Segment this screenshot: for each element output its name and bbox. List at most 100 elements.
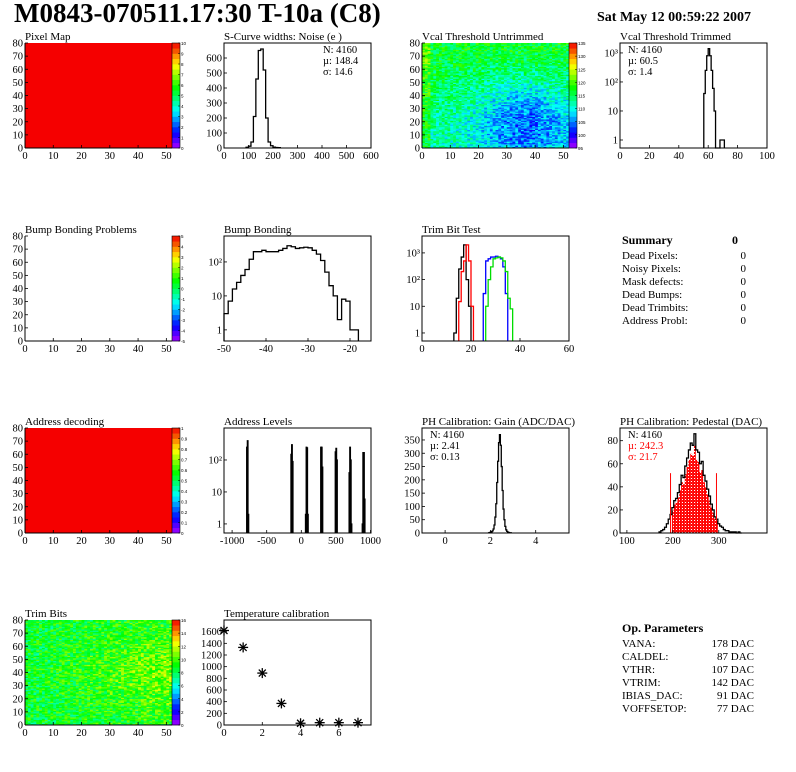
heatmap-cell <box>492 44 496 46</box>
heatmap-cell <box>503 98 508 100</box>
heatmap-cell <box>532 69 536 71</box>
heatmap-cell <box>455 88 460 91</box>
heatmap-cell <box>484 107 488 109</box>
heatmap-cell <box>512 95 516 98</box>
heatmap-cell <box>25 623 29 626</box>
heatmap-cell <box>444 88 448 91</box>
heatmap-cell <box>560 85 564 87</box>
heatmap-cell <box>554 52 558 54</box>
heatmap-cell <box>529 106 533 108</box>
heatmap-cell <box>560 125 564 128</box>
heatmap-cell <box>453 124 457 126</box>
heatmap-cell <box>526 121 530 124</box>
heatmap-cell <box>461 43 465 45</box>
heatmap-cell <box>518 95 522 98</box>
heatmap-cell <box>438 145 443 147</box>
heatmap-cell <box>481 129 485 132</box>
heatmap-cell <box>520 86 525 88</box>
heatmap-cell <box>506 138 510 141</box>
heatmap-cell <box>566 115 570 117</box>
heatmap-cell <box>566 90 570 92</box>
heatmap-cell <box>447 98 451 100</box>
heatmap-cell <box>430 145 434 147</box>
heatmap-cell <box>27 662 31 664</box>
heatmap-cell <box>33 697 37 700</box>
heatmap-cell <box>455 115 460 117</box>
heatmap-cell <box>509 119 513 121</box>
heatmap-cell <box>441 50 445 53</box>
heatmap-cell <box>495 62 499 65</box>
heatmap-cell <box>450 43 454 45</box>
heatmap-cell <box>546 119 550 121</box>
heatmap-cell <box>467 50 471 53</box>
heatmap-cell <box>540 123 544 125</box>
heatmap-cell <box>518 94 522 96</box>
heatmap-cell <box>546 52 550 54</box>
heatmap-cell <box>455 74 460 77</box>
y-tick-label: 10² <box>604 77 618 88</box>
heatmap-cell <box>467 124 471 126</box>
heatmap-cell <box>552 43 556 45</box>
heatmap-cell <box>433 113 437 116</box>
heatmap-cell <box>487 83 491 86</box>
heatmap-cell <box>470 73 474 75</box>
heatmap-cell <box>518 125 522 128</box>
heatmap-cell <box>447 85 451 87</box>
heatmap-cell <box>441 133 445 136</box>
colorbar-tick-label: 0.5 <box>181 479 188 484</box>
heatmap-cell <box>503 54 508 57</box>
heatmap-cell <box>537 56 542 58</box>
heatmap-cell <box>422 115 426 117</box>
heatmap-cell <box>475 115 479 117</box>
heatmap-cell <box>424 66 428 69</box>
heatmap-cell <box>447 83 451 86</box>
heatmap-cell <box>552 134 556 137</box>
heatmap-cell <box>30 627 34 630</box>
heatmap-cell <box>546 43 550 45</box>
heatmap-cell <box>444 123 448 125</box>
heatmap-cell <box>546 87 550 90</box>
heatmap-cell <box>489 108 493 111</box>
heatmap-cell <box>464 134 468 137</box>
heatmap-cell <box>560 144 564 146</box>
heatmap-cell <box>537 100 542 103</box>
heatmap-cell <box>515 104 519 107</box>
heatmap-cell <box>543 75 547 78</box>
y-tick-label: 30 <box>13 489 24 500</box>
heatmap-cell <box>563 44 567 46</box>
heatmap-cell <box>427 86 431 88</box>
heatmap-cell <box>546 86 550 88</box>
heatmap-cell <box>566 103 570 105</box>
heatmap-cell <box>450 124 454 126</box>
heatmap-cell <box>464 82 468 84</box>
heatmap-cell <box>30 723 34 726</box>
heatmap-cell <box>455 125 460 128</box>
heatmap-cell <box>427 70 431 73</box>
heatmap-cell <box>33 655 37 658</box>
heatmap-cell <box>520 130 525 133</box>
heatmap-cell <box>450 112 454 115</box>
heatmap-cell <box>464 91 468 94</box>
heatmap-cell <box>563 64 567 66</box>
heatmap-cell <box>441 66 445 69</box>
heatmap-cell <box>495 43 499 45</box>
heatmap-cell <box>501 46 505 49</box>
heatmap-cell <box>515 109 519 112</box>
heatmap-cell <box>557 117 561 120</box>
heatmap-cell <box>450 60 454 62</box>
plot-title: Trim Bits <box>25 608 67 620</box>
heatmap-cell <box>484 60 488 62</box>
heatmap-cell <box>461 60 465 62</box>
heatmap-cell <box>422 62 426 65</box>
stats-line: σ: 14.6 <box>323 67 353 78</box>
heatmap-cell <box>549 127 553 129</box>
heatmap-cell <box>518 96 522 99</box>
heatmap-cell <box>453 129 457 132</box>
heatmap-cell <box>447 88 451 91</box>
y-tick-label: 50 <box>13 271 24 282</box>
heatmap-cell <box>441 124 445 126</box>
heatmap-cell <box>447 54 451 57</box>
heatmap-cell <box>503 140 508 142</box>
heatmap-cell <box>453 48 457 50</box>
heatmap-cell <box>487 92 491 95</box>
